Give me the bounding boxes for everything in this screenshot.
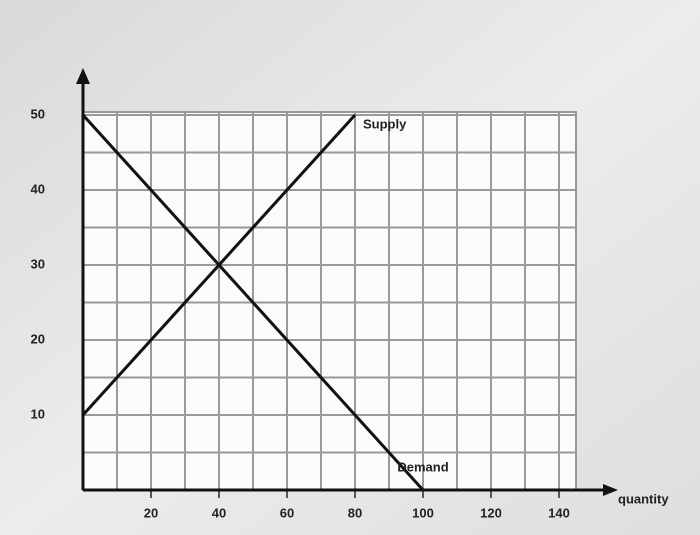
- y-tick-label: 50: [31, 106, 45, 121]
- x-tick-label: 120: [480, 505, 502, 520]
- x-tick-label: 60: [280, 505, 294, 520]
- y-tick-label: 10: [31, 406, 45, 421]
- x-tick-label: 100: [412, 505, 434, 520]
- line: [81, 113, 425, 492]
- y-axis-arrow: [76, 68, 90, 84]
- line-label: Demand: [397, 459, 448, 474]
- y-tick-label: 20: [31, 331, 45, 346]
- x-tick-label: 40: [212, 505, 226, 520]
- y-tick-label: 40: [31, 181, 45, 196]
- x-tick-label: 140: [548, 505, 570, 520]
- x-tick-label: 20: [144, 505, 158, 520]
- x-tick-label: 80: [348, 505, 362, 520]
- line-label: Supply: [363, 116, 407, 131]
- y-tick-label: 30: [31, 256, 45, 271]
- plot-background: [82, 111, 577, 491]
- x-axis-arrow: [603, 484, 618, 496]
- x-axis-label: quantity: [618, 491, 669, 506]
- plot-area: 20 40 60 80 100 120 140 10 20 30 40 50 Supply Demand: [31, 68, 618, 520]
